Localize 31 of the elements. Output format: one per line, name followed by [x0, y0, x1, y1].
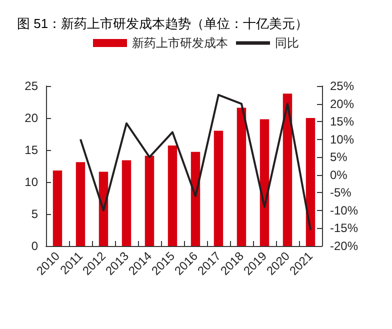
y2-tick-label: 25% [330, 79, 354, 93]
y2-tick-label: 20% [330, 96, 354, 111]
y2-tick-label: -20% [330, 239, 358, 253]
bar [144, 156, 154, 246]
y-tick-label: 10 [24, 175, 38, 189]
y-tick-label: 0 [31, 239, 38, 253]
bar [236, 108, 246, 246]
y2-tick-label: 15% [330, 114, 354, 129]
bar [260, 119, 270, 246]
y2-tick-label: 5% [330, 150, 348, 164]
bar [168, 146, 178, 246]
y-tick-label: 5 [31, 207, 38, 221]
chart-title: 图 51：新药上市研发成本趋势（单位：十亿美元） [17, 16, 308, 31]
legend-label: 新药上市研发成本 [132, 36, 228, 50]
bar [76, 162, 86, 246]
legend-label: 同比 [275, 36, 299, 50]
bar [306, 118, 316, 246]
bar [190, 152, 200, 246]
y-tick-label: 25 [24, 79, 38, 93]
bar [122, 160, 132, 246]
y-tick-label: 15 [24, 143, 38, 157]
y2-tick-label: -5% [330, 186, 352, 200]
y2-tick-label: -10% [330, 203, 358, 218]
line-series [80, 94, 312, 231]
bar [214, 130, 224, 246]
bar [282, 94, 292, 246]
y2-tick-label: 10% [330, 132, 354, 146]
y-tick-label: 20 [24, 111, 38, 125]
bar [52, 170, 62, 246]
y2-tick-label: -15% [330, 221, 358, 236]
y2-tick-label: 0% [330, 168, 348, 182]
